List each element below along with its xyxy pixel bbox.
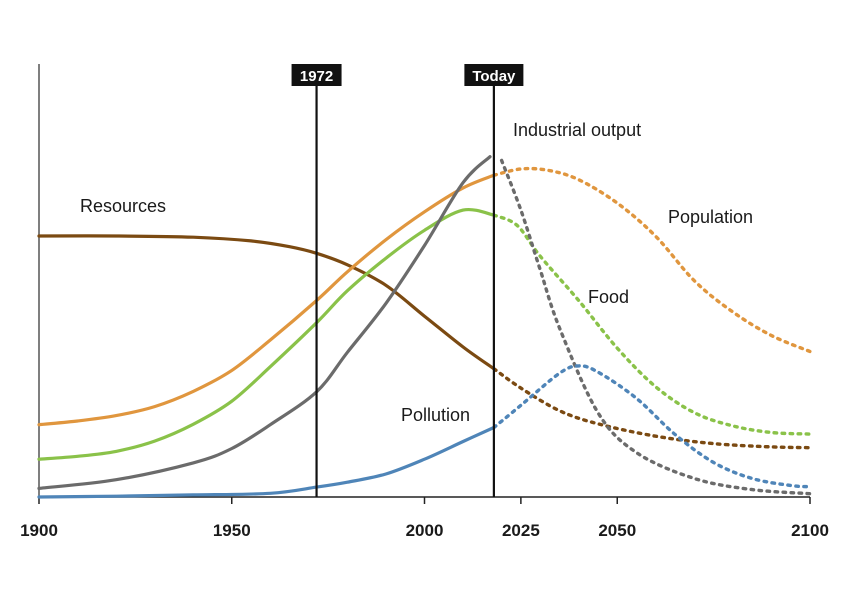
series-industrial-output-projection — [499, 158, 812, 496]
x-tick-label-2100: 2100 — [791, 521, 829, 540]
series-label-population: Population — [668, 207, 753, 227]
marker-badge-today — [464, 64, 524, 86]
series-label-industrial-output: Industrial output — [513, 120, 641, 140]
series-population-historical — [37, 173, 496, 427]
x-tick-label-2050: 2050 — [598, 521, 636, 540]
series-label-food: Food — [588, 287, 629, 307]
x-tick-label-2025: 2025 — [502, 521, 540, 540]
x-tick-label-1900: 1900 — [20, 521, 58, 540]
x-tick-label-1950: 1950 — [213, 521, 251, 540]
series-population-projection — [492, 166, 812, 354]
series-food-projection — [492, 213, 812, 436]
x-tick-label-2000: 2000 — [406, 521, 444, 540]
series-pollution-historical — [37, 425, 496, 499]
series-resources-historical — [37, 234, 496, 371]
series-food-historical — [37, 207, 496, 461]
series-label-pollution: Pollution — [401, 405, 470, 425]
marker-badge-1972 — [291, 64, 342, 86]
series-resources-projection — [492, 367, 812, 450]
series-label-resources: Resources — [80, 196, 166, 216]
marker-label-1972: 1972 — [300, 68, 333, 85]
marker-label-today: Today — [472, 68, 516, 85]
series-pollution-projection — [492, 364, 812, 489]
